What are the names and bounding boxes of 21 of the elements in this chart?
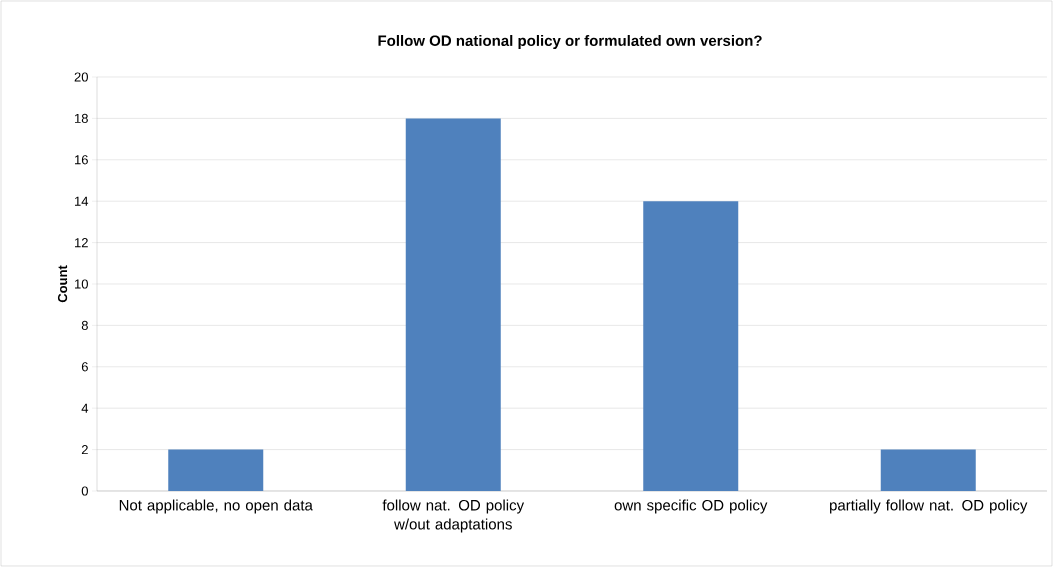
bar [405, 118, 501, 491]
y-tick-label: 10 [75, 279, 88, 289]
y-tick-label: 6 [81, 362, 88, 372]
x-tick-label: partially follow nat. OD policy [830, 499, 1028, 514]
bar [880, 449, 976, 491]
chart-title: Follow OD national policy or formulated own version? [378, 35, 762, 49]
y-tick-label: 16 [75, 155, 88, 165]
y-tick-label: 20 [74, 72, 88, 82]
x-tick-label: own specific OD policy [614, 499, 768, 514]
bar [643, 201, 739, 491]
y-tick-label: 0 [81, 486, 88, 496]
y-tick-label: 2 [81, 445, 88, 455]
y-tick-label: 14 [75, 196, 89, 206]
y-tick-label: 18 [75, 113, 88, 123]
x-tick-label: follow nat. OD policy w/out adaptations [382, 499, 525, 533]
bar [168, 449, 264, 491]
x-tick-label: Not applicable, no open data [119, 499, 313, 514]
y-axis-title: Count [57, 265, 68, 303]
y-tick-label: 4 [81, 403, 89, 413]
y-tick-label: 8 [81, 320, 88, 330]
y-tick-label: 12 [75, 238, 88, 248]
